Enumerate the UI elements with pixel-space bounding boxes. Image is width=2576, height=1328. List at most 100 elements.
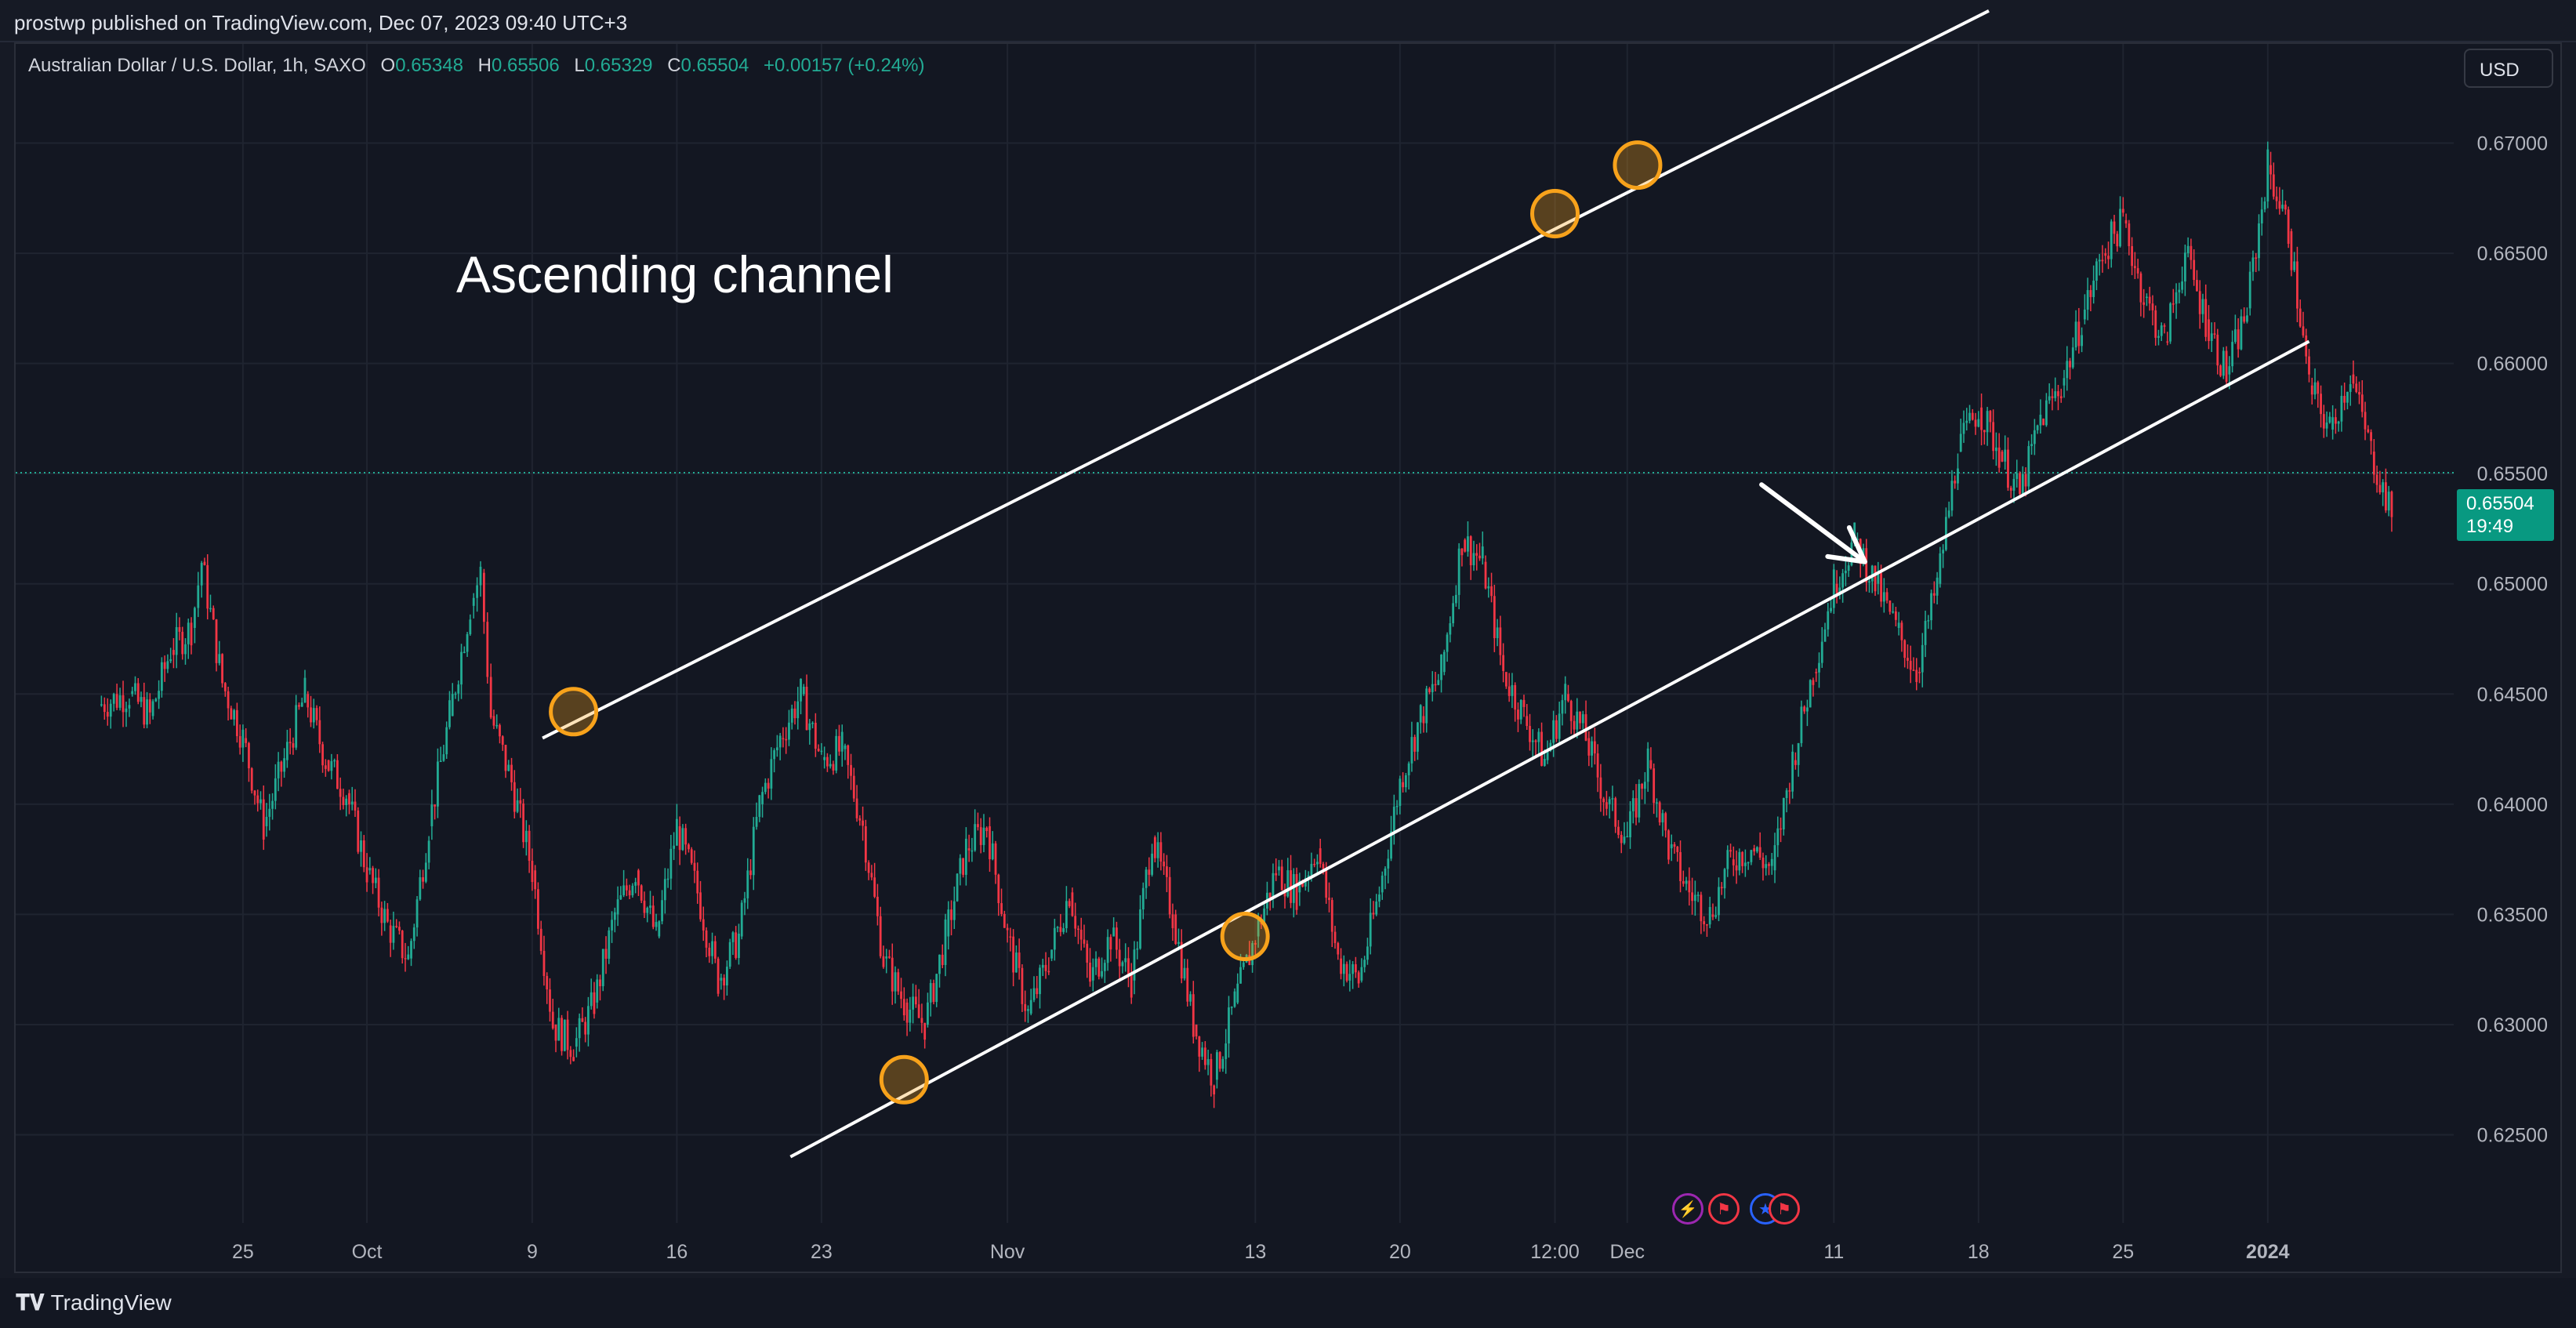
y-axis-tick-label: 0.62500 [2477,1125,2548,1147]
upper-channel-line[interactable] [542,9,1990,740]
lower-channel-line[interactable] [789,339,2310,1159]
candle [131,687,134,697]
candle-body [1591,741,1593,756]
candle-body [106,712,109,717]
currency-button[interactable]: USD [2464,49,2553,88]
candle-body [2033,430,2036,444]
touch-marker-circle[interactable] [1530,188,1580,238]
candle [752,817,755,891]
candle [852,767,855,802]
candle-body [392,926,395,943]
candle [1989,410,1992,433]
candle-body [2213,333,2216,335]
candle [611,911,613,943]
candle [324,759,327,777]
candle [2048,383,2051,405]
tradingview-logo[interactable]: 𝐓𝐕 TradingView [16,1290,172,1316]
candle-body [761,792,764,804]
candle-body [1298,880,1301,893]
chart-drawings[interactable] [542,9,2310,1159]
chart-frame[interactable] [14,42,2562,1273]
candle-body [1820,641,1823,663]
candle [1145,866,1148,899]
candle-body [2086,290,2089,310]
candle-body [581,1018,584,1022]
candle-body [817,749,820,752]
candle [2222,347,2225,379]
touch-marker-circle[interactable] [549,687,599,737]
candle-body [2360,394,2364,412]
candle-body [1278,866,1280,871]
candle-body [2175,292,2178,304]
candle [678,816,681,865]
candle [1203,1041,1206,1070]
channel-annotation-text[interactable]: Ascending channel [456,245,894,303]
projection-arrow[interactable] [1759,482,1867,564]
candle-body [1198,1036,1201,1057]
candle-body [1499,627,1502,655]
candle [1971,408,1974,421]
symbol-name[interactable]: Australian Dollar / U.S. Dollar, 1h, SAX… [28,55,366,76]
candle-body [1106,937,1109,963]
open-label: O [380,55,396,76]
candle-body [516,800,519,812]
candle [2352,360,2355,389]
candle [350,786,354,811]
candle-body [209,608,212,610]
candle [873,862,876,898]
candle [1283,884,1286,909]
candle-body [1992,422,1995,452]
candle-body [377,877,380,908]
candle [920,1003,923,1033]
candle [1342,955,1345,987]
candle-body [1330,900,1333,932]
candle-body [200,563,203,586]
candle [643,891,646,919]
candle-body [1009,936,1012,938]
touch-marker-circle[interactable] [1220,912,1270,962]
candle-body [1236,983,1239,1003]
candle [200,561,203,598]
candle-body [1865,548,1868,582]
candle [1006,923,1009,943]
candle-body [2233,329,2237,343]
candle [971,837,974,862]
candle-body [1098,958,1101,977]
candle [1460,548,1464,567]
candle [1643,771,1646,804]
candle [1153,835,1156,862]
touch-marker-circle[interactable] [1613,140,1663,190]
candle-body [1428,688,1431,692]
candle-body [790,708,793,723]
candle [501,735,504,751]
candle [1874,565,1877,597]
candle-body [1688,880,1691,893]
candle-body [398,927,401,931]
candle-body [2012,478,2015,491]
candle-body [693,862,696,871]
candle-body [158,691,161,699]
candle-body [1735,865,1738,871]
candle [1667,829,1670,865]
candle-body [1519,699,1522,720]
candle [1348,960,1351,992]
candle [870,865,873,880]
candle [2387,485,2390,517]
candle [1098,956,1101,980]
candle [1885,588,1888,604]
lightning-icon[interactable]: ⚡ [1672,1193,1703,1225]
candle-body [476,585,479,598]
us-flag-icon[interactable]: ⚑ [1769,1193,1800,1225]
candle-body [1950,481,1954,511]
symbol-legend[interactable]: Australian Dollar / U.S. Dollar, 1h, SAX… [28,55,924,77]
candle [776,735,778,757]
candle-body [1888,600,1892,612]
us-flag-icon[interactable]: ⚑ [1708,1193,1740,1225]
candle [1758,832,1761,860]
candle-body [223,683,227,691]
candle [2290,228,2293,277]
candle [708,942,711,963]
candle-body [1903,640,1907,659]
touch-marker-circle[interactable] [879,1054,929,1105]
